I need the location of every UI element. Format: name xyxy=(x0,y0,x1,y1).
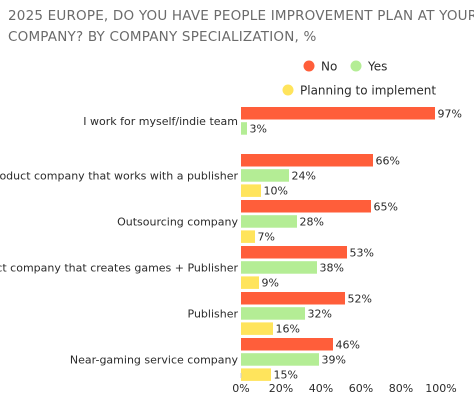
x-tick-label: 40% xyxy=(309,382,333,395)
data-label: 66% xyxy=(376,154,400,167)
data-label: 28% xyxy=(300,215,324,228)
data-label: 7% xyxy=(258,231,275,244)
bar xyxy=(241,368,271,381)
bar xyxy=(241,292,345,305)
bar xyxy=(241,353,319,366)
data-label: 9% xyxy=(262,277,279,290)
x-tick-label: 0% xyxy=(232,382,249,395)
category-label: A product company that creates games + P… xyxy=(0,261,238,274)
bar xyxy=(241,154,373,167)
bar xyxy=(241,230,255,243)
category-label: A product company that works with a publ… xyxy=(0,169,238,182)
bar xyxy=(241,276,259,289)
bar xyxy=(241,246,347,259)
data-label: 10% xyxy=(264,185,288,198)
bar xyxy=(241,107,435,120)
chart-title-line-1: 2025 EUROPE, DO YOU HAVE PEOPLE IMPROVEM… xyxy=(8,8,474,24)
bar xyxy=(241,169,289,182)
data-label: 65% xyxy=(374,200,398,213)
x-tick-label: 20% xyxy=(269,382,293,395)
data-label: 46% xyxy=(336,338,360,351)
legend-label-no: No xyxy=(321,60,337,74)
bar xyxy=(241,307,305,320)
legend-marker-yes xyxy=(350,60,362,72)
data-label: 97% xyxy=(438,107,462,120)
data-label: 38% xyxy=(320,261,344,274)
category-label: Outsourcing company xyxy=(117,215,238,228)
data-label: 32% xyxy=(308,307,332,320)
data-label: 53% xyxy=(350,246,374,259)
x-tick-label: 100% xyxy=(425,382,456,395)
data-label: 3% xyxy=(250,122,267,135)
x-tick-label: 80% xyxy=(389,382,413,395)
legend-label-planning-to-implement: Planning to implement xyxy=(300,84,436,98)
bar xyxy=(241,184,261,197)
legend-marker-planning-to-implement xyxy=(282,84,294,96)
chart-title: 2025 EUROPE, DO YOU HAVE PEOPLE IMPROVEM… xyxy=(8,6,474,48)
data-label: 24% xyxy=(292,169,316,182)
bar xyxy=(241,338,333,351)
bar xyxy=(241,322,273,335)
category-label: Near-gaming service company xyxy=(70,353,239,366)
data-label: 16% xyxy=(276,323,300,336)
bar xyxy=(241,215,297,228)
chart-title-line-2: COMPANY? BY COMPANY SPECIALIZATION, % xyxy=(8,29,317,45)
category-label: I work for myself/indie team xyxy=(83,115,238,128)
data-label: 52% xyxy=(348,292,372,305)
data-label: 15% xyxy=(274,369,298,382)
bar xyxy=(241,261,317,274)
bar xyxy=(241,200,371,213)
category-label: Publisher xyxy=(188,307,239,320)
x-tick-label: 60% xyxy=(349,382,373,395)
bar xyxy=(241,122,247,135)
legend-marker-no xyxy=(303,60,315,72)
legend-label-yes: Yes xyxy=(367,60,387,74)
data-label: 39% xyxy=(322,353,346,366)
